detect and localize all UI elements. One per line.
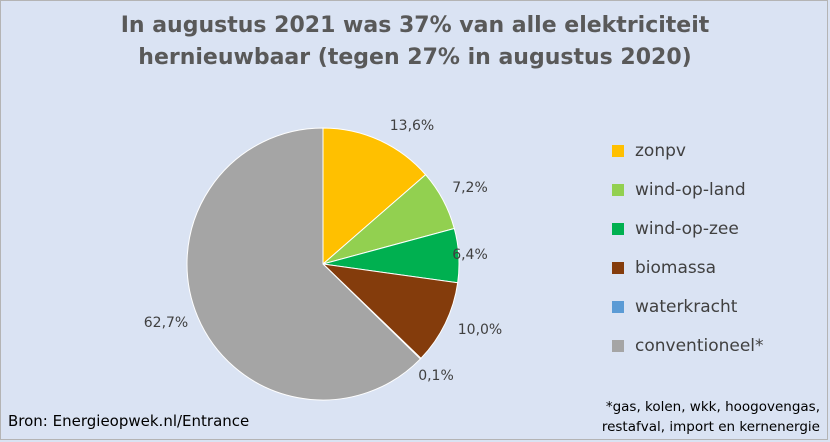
legend-label-wind-op-land: wind-op-land [635, 180, 746, 200]
legend-label-zonpv: zonpv [635, 141, 686, 161]
data-label-conventioneel: 62,7% [144, 315, 188, 331]
legend-swatch-waterkracht [612, 301, 624, 313]
legend-label-biomassa: biomassa [635, 258, 717, 278]
pie-slice-biomassa [321, 263, 459, 360]
source-note: Bron: Energieopwek.nl/Entrance [8, 412, 250, 430]
legend-swatch-biomassa [612, 262, 624, 274]
data-label-waterkracht: 0,1% [418, 368, 454, 384]
chart-title: In augustus 2021 was 37% van alle elektr… [0, 10, 830, 74]
legend-swatch-wind-op-zee [612, 223, 624, 235]
data-label-wind-op-land: 7,2% [452, 180, 488, 196]
pie-slice-zonpv [322, 127, 427, 266]
legend-swatch-conventioneel [612, 340, 624, 352]
chart-title-line-1: In augustus 2021 was 37% van alle elektr… [120, 13, 710, 38]
pie-slice-conventioneel [186, 127, 422, 401]
footnote-line-1: *gas, kolen, wkk, hoogovengas, [605, 399, 820, 415]
legend-label-waterkracht: waterkracht [635, 297, 738, 317]
data-label-zonpv: 13,6% [390, 118, 434, 134]
legend-swatch-wind-op-land [612, 184, 624, 196]
data-label-biomassa: 10,0% [458, 322, 502, 338]
data-label-wind-op-zee: 6,4% [452, 247, 488, 263]
legend-swatch-zonpv [612, 145, 624, 157]
legend-label-wind-op-zee: wind-op-zee [635, 219, 739, 239]
footnote-line-2: restafval, import en kernenergie [601, 419, 820, 435]
legend-label-conventioneel: conventioneel* [635, 336, 764, 356]
footnote: *gas, kolen, wkk, hoogovengas, restafval… [602, 397, 820, 437]
chart-title-line-2: hernieuwbaar (tegen 27% in augustus 2020… [138, 45, 692, 70]
